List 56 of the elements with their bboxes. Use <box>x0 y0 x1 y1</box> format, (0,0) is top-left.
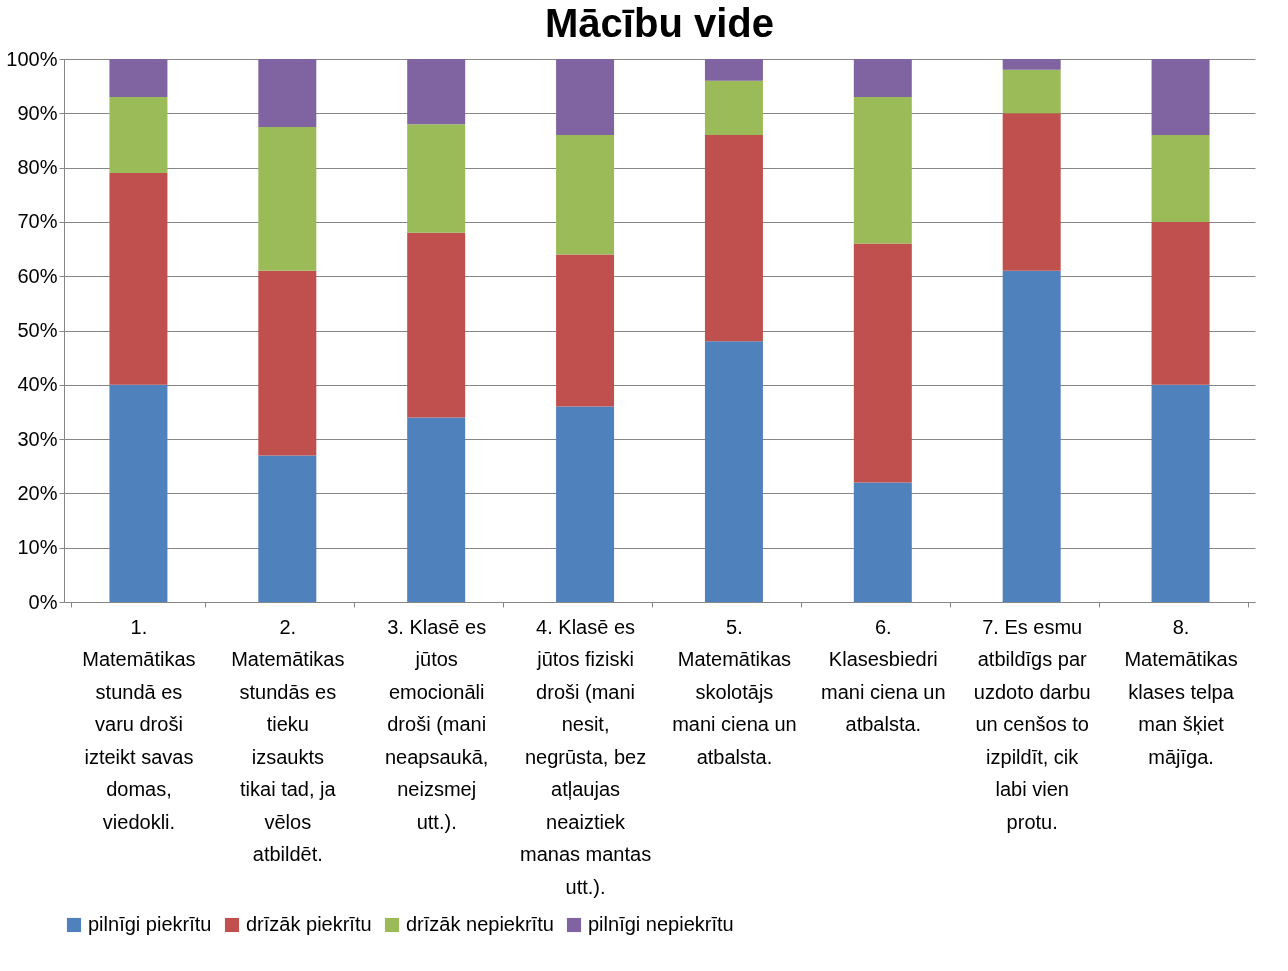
y-tick-label: 80% <box>17 156 58 179</box>
x-tick-label: 8. Matemātikas klases telpa man šķiet mājīga. <box>1124 615 1238 768</box>
x-tick-label: 1. Matemātikas stundā es varu droši izteikt savas domas, viedokli. <box>82 615 196 833</box>
bar <box>853 243 912 483</box>
bar <box>109 173 168 385</box>
bar <box>1151 135 1210 222</box>
bar <box>109 384 168 602</box>
bar <box>407 417 466 602</box>
bar <box>1151 384 1210 602</box>
y-tick-label: 100% <box>6 47 58 70</box>
bar <box>1002 59 1061 70</box>
legend-label: drīzāk piekrītu <box>246 913 372 935</box>
bar <box>704 341 763 602</box>
x-tick-label: 7. Es esmu atbildīgs par uzdoto darbu un cenšos to izpildīt, cik labi vien protu. <box>973 615 1091 833</box>
category-label: 4. Klasē es jūtos fiziski droši (mani nesit, negrūsta, bez atļaujas neaiztiek manas mantas utt.). <box>519 615 652 898</box>
legend-label: pilnīgi nepiekrītu <box>588 913 734 935</box>
y-tick-label: 50% <box>17 319 58 341</box>
y-tick-label: 20% <box>17 481 58 504</box>
bar <box>1002 69 1061 114</box>
bar <box>109 97 168 174</box>
legend-label: drīzāk nepiekrītu <box>406 913 554 935</box>
y-tick-label: 40% <box>17 373 58 396</box>
bar <box>853 482 912 602</box>
bar <box>407 232 466 418</box>
y-tick-label: 90% <box>17 101 58 124</box>
bar <box>1002 113 1061 271</box>
bar <box>258 270 317 456</box>
bar <box>1002 270 1061 602</box>
bar <box>258 455 317 602</box>
bar <box>704 80 763 136</box>
x-tick-label: 2. Matemātikas stundās es tieku izsaukts tikai tad, ja vēlos atbildēt. <box>231 615 345 865</box>
y-tick-label: 30% <box>17 427 58 450</box>
bar <box>556 135 615 255</box>
bar <box>556 254 615 407</box>
bar <box>407 124 466 233</box>
y-tick-label: 70% <box>17 210 58 233</box>
bar <box>556 59 615 136</box>
bar <box>556 406 615 602</box>
legend-label: pilnīgi piekrītu <box>88 913 212 935</box>
bar <box>109 59 168 98</box>
bar <box>407 59 466 125</box>
y-tick-label: 10% <box>17 536 58 559</box>
bar <box>258 126 317 271</box>
y-tick-label: 60% <box>17 264 58 287</box>
x-tick-label: 6. Klasesbiedri mani ciena un atbalsta. <box>821 615 946 735</box>
x-tick-label: 3. Klasē es jūtos emocionāli droši (mani neapsaukā, neizsmej utt.). <box>384 615 489 833</box>
chart-title: Mācību vide <box>545 1 774 45</box>
bar <box>258 59 317 127</box>
y-tick-label: 0% <box>28 590 58 613</box>
bar <box>853 59 912 98</box>
bar <box>1151 59 1210 136</box>
bar <box>1151 221 1210 385</box>
bar <box>704 135 763 342</box>
x-tick-label: 5. Matemātikas skolotājs mani ciena un atbalsta. <box>672 615 797 768</box>
bar <box>704 59 763 81</box>
bar <box>853 97 912 244</box>
